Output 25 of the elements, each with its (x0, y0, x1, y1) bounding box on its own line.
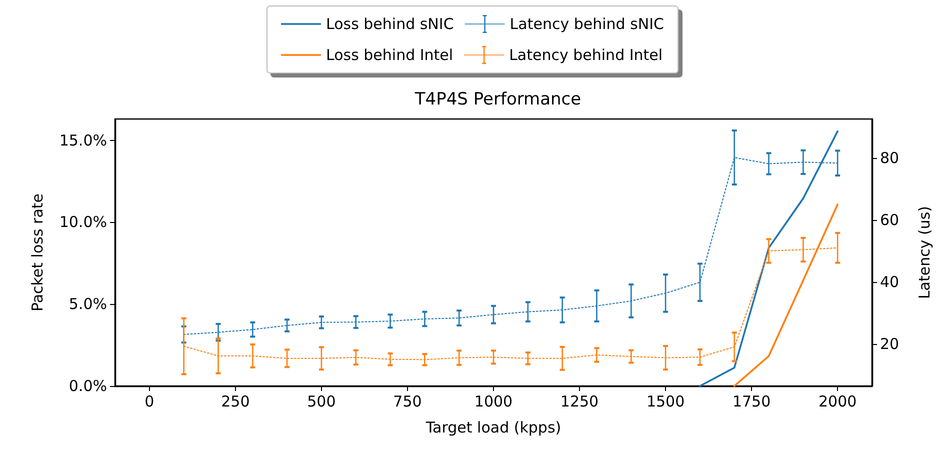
y-tick-label: 5.0% (68, 295, 107, 314)
y2-axis-title: Latency (us) (916, 206, 934, 300)
x-tick-label: 1750 (732, 392, 771, 410)
x-tick-label: 1500 (646, 392, 685, 410)
y2-tick-label: 40 (880, 272, 900, 291)
legend-label: Latency behind Intel (509, 46, 663, 64)
x-tick-label: 250 (221, 392, 250, 410)
y-tick-label: 15.0% (59, 131, 107, 150)
x-tick-label: 500 (307, 392, 336, 410)
legend-label: Loss behind Intel (326, 46, 454, 64)
x-tick-label: 1250 (560, 392, 599, 410)
y2-tick-label: 60 (880, 210, 900, 229)
y2-tick-label: 80 (880, 148, 900, 167)
y-tick-label: 10.0% (59, 213, 107, 232)
chart-title: T4P4S Performance (414, 90, 582, 110)
x-tick-label: 0 (144, 392, 154, 410)
x-axis-title: Target load (kpps) (424, 418, 562, 436)
y-tick-label: 0.0% (68, 377, 107, 395)
x-tick-label: 2000 (818, 392, 857, 410)
y2-tick-label: 20 (880, 335, 900, 354)
legend-label: Latency behind sNIC (510, 15, 664, 33)
x-tick-label: 1000 (474, 392, 513, 410)
legend-label: Loss behind sNIC (326, 15, 454, 33)
y-axis-title: Packet loss rate (28, 193, 46, 312)
x-tick-label: 750 (393, 392, 422, 410)
